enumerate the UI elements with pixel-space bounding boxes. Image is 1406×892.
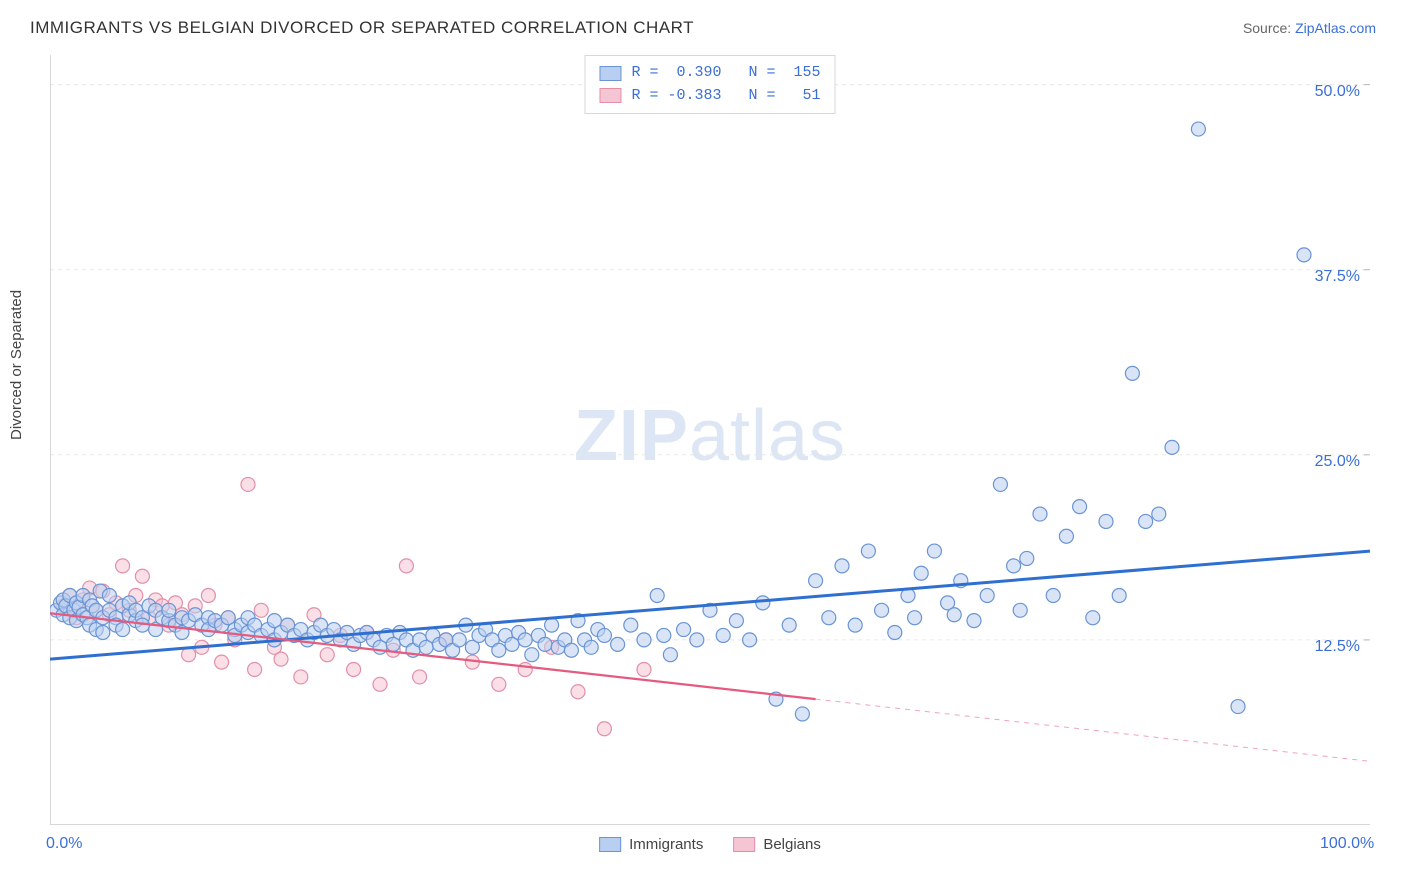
legend-swatch-immigrants-bottom [599,837,621,852]
chart-area: ZIPatlas R = 0.390 N = 155 R = -0.383 N … [50,55,1370,825]
legend-text-immigrants: R = 0.390 N = 155 [631,62,820,85]
legend-row-belgians: R = -0.383 N = 51 [599,85,820,108]
chart-title: IMMIGRANTS VS BELGIAN DIVORCED OR SEPARA… [30,18,694,38]
legend-row-immigrants: R = 0.390 N = 155 [599,62,820,85]
x-tick-label: 100.0% [1320,835,1374,853]
source-link[interactable]: ZipAtlas.com [1295,20,1376,36]
legend-label-belgians: Belgians [763,836,821,853]
source-label: Source: [1243,20,1295,36]
y-axis-label: Divorced or Separated [8,290,25,440]
legend-series: Immigrants Belgians [599,836,821,853]
legend-item-belgians: Belgians [733,836,821,853]
legend-swatch-immigrants [599,66,621,81]
scatter-plot-svg [50,55,1370,825]
legend-item-immigrants: Immigrants [599,836,703,853]
legend-swatch-belgians-bottom [733,837,755,852]
legend-correlation: R = 0.390 N = 155 R = -0.383 N = 51 [584,55,835,114]
legend-swatch-belgians [599,88,621,103]
legend-text-belgians: R = -0.383 N = 51 [631,85,820,108]
y-tick-label: 25.0% [1315,453,1360,471]
y-tick-label: 12.5% [1315,638,1360,656]
y-tick-label: 50.0% [1315,83,1360,101]
legend-label-immigrants: Immigrants [629,836,703,853]
source-attribution: Source: ZipAtlas.com [1243,20,1376,36]
x-tick-label: 0.0% [46,835,82,853]
y-tick-label: 37.5% [1315,268,1360,286]
